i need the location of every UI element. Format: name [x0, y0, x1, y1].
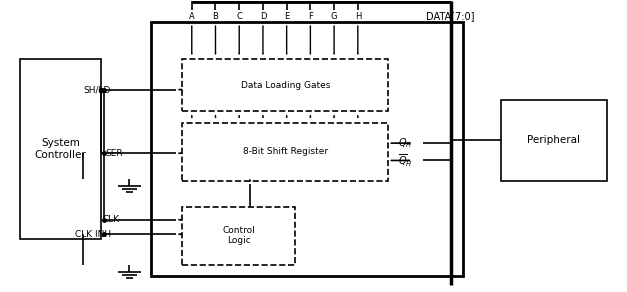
Text: B: B: [213, 11, 218, 20]
Text: $Q_H$: $Q_H$: [398, 136, 413, 150]
Text: DATA[7:0]: DATA[7:0]: [426, 11, 475, 21]
Text: SH/LD: SH/LD: [83, 85, 110, 94]
Text: Data Loading Gates: Data Loading Gates: [241, 81, 330, 90]
Text: $\overline{Q}_H$: $\overline{Q}_H$: [398, 152, 413, 168]
Text: CLK INH: CLK INH: [75, 230, 110, 239]
Text: H: H: [355, 11, 361, 20]
Text: System
Controller: System Controller: [35, 138, 87, 160]
FancyBboxPatch shape: [182, 59, 388, 111]
FancyBboxPatch shape: [182, 207, 295, 265]
Text: A: A: [189, 11, 194, 20]
FancyBboxPatch shape: [20, 59, 102, 239]
Text: F: F: [308, 11, 313, 20]
Text: 8-Bit Shift Register: 8-Bit Shift Register: [243, 147, 328, 156]
Text: C: C: [236, 11, 242, 20]
Text: G: G: [331, 11, 337, 20]
Text: E: E: [284, 11, 289, 20]
Text: Control
Logic: Control Logic: [222, 226, 255, 245]
Text: Peripheral: Peripheral: [527, 135, 581, 145]
FancyBboxPatch shape: [501, 100, 607, 181]
FancyBboxPatch shape: [151, 22, 463, 276]
Text: CLK: CLK: [103, 215, 120, 224]
Text: SER: SER: [105, 149, 123, 158]
FancyBboxPatch shape: [182, 123, 388, 181]
Text: D: D: [260, 11, 266, 20]
